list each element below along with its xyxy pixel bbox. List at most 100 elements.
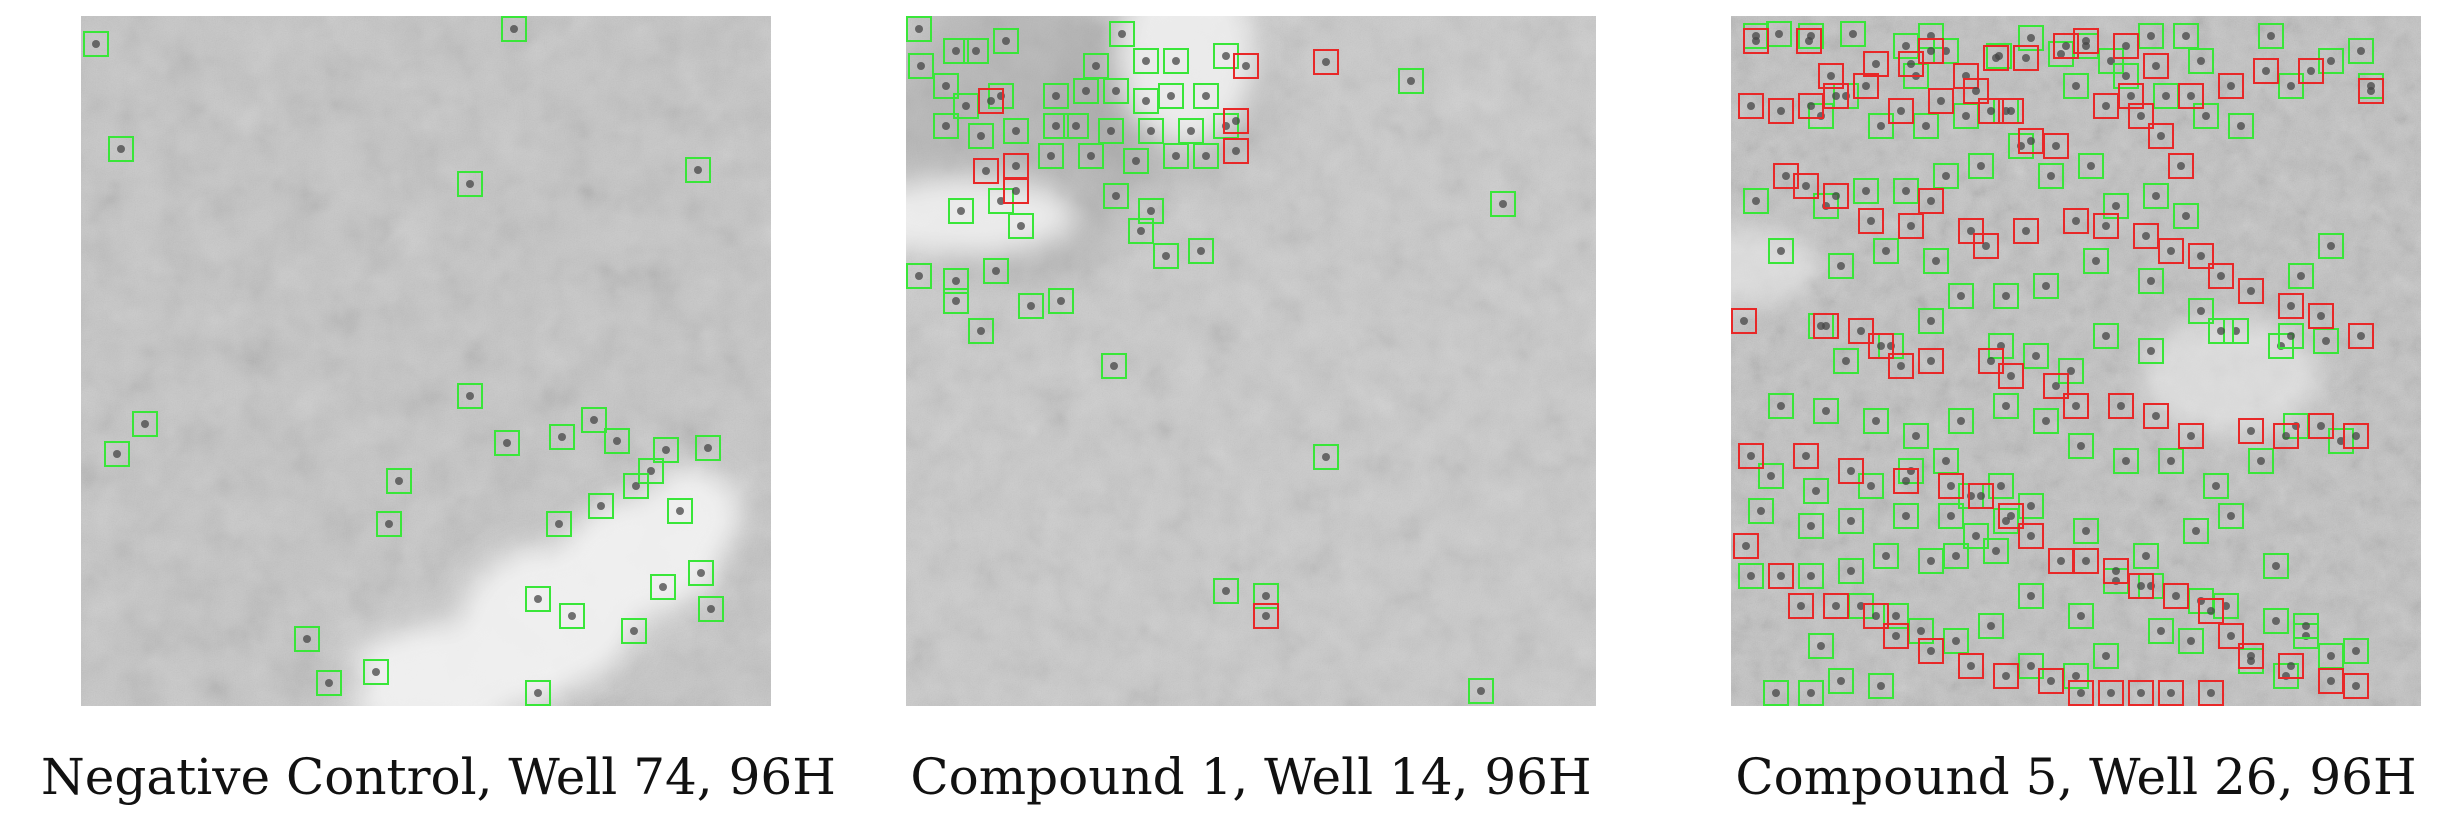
detection-box-green xyxy=(1178,118,1204,144)
detection-box-green xyxy=(2148,618,2174,644)
detection-box-green xyxy=(2343,638,2369,664)
detection-box-green xyxy=(1798,680,1824,706)
detection-box-red xyxy=(2198,680,2224,706)
detection-box-green xyxy=(1133,48,1159,74)
detection-box-red xyxy=(2273,423,2299,449)
detection-box-green xyxy=(1813,398,1839,424)
detection-box-green xyxy=(1163,143,1189,169)
detection-box-green xyxy=(993,28,1019,54)
detection-box-red xyxy=(2188,243,2214,269)
detection-box-green xyxy=(108,136,134,162)
detection-box-green xyxy=(1138,198,1164,224)
detection-box-red xyxy=(1823,593,1849,619)
detection-box-red xyxy=(2128,573,2154,599)
detection-box-green xyxy=(1838,508,1864,534)
cell-texture xyxy=(81,16,771,706)
detection-box-green xyxy=(1073,78,1099,104)
detection-box-green xyxy=(1993,283,2019,309)
detection-box-red xyxy=(2308,303,2334,329)
detection-box-green xyxy=(667,498,693,524)
detection-box-red xyxy=(1998,363,2024,389)
detection-box-green xyxy=(1768,238,1794,264)
detection-box-green xyxy=(1109,21,1135,47)
detection-box-green xyxy=(1158,83,1184,109)
detection-box-red xyxy=(2043,373,2069,399)
detection-box-red xyxy=(1958,653,1984,679)
detection-box-green xyxy=(1103,78,1129,104)
detection-box-green xyxy=(604,428,630,454)
detection-box-green xyxy=(906,263,932,289)
detection-box-red xyxy=(2018,128,2044,154)
detection-box-green xyxy=(1983,538,2009,564)
detection-box-green xyxy=(2328,428,2354,454)
detection-box-red xyxy=(1793,173,1819,199)
panel-caption: Negative Control, Well 74, 96H xyxy=(41,748,836,806)
detection-box-green xyxy=(2318,233,2344,259)
detection-box-green xyxy=(1253,583,1279,609)
detection-box-red xyxy=(1838,458,1864,484)
micrograph-image xyxy=(906,16,1596,706)
detection-box-red xyxy=(2278,653,2304,679)
detection-box-green xyxy=(1948,283,1974,309)
detection-box-green xyxy=(1943,628,1969,654)
detection-box-green xyxy=(650,574,676,600)
detection-box-red xyxy=(1968,483,1994,509)
detection-box-red xyxy=(1868,333,1894,359)
detection-box-green xyxy=(546,511,572,537)
detection-box-red xyxy=(2108,393,2134,419)
detection-box-red xyxy=(2308,413,2334,439)
detection-box-green xyxy=(376,511,402,537)
detection-box-green xyxy=(2178,628,2204,654)
detection-box-green xyxy=(2208,318,2234,344)
detection-box-green xyxy=(1490,191,1516,217)
detection-box-green xyxy=(1101,353,1127,379)
detection-box-green xyxy=(1063,113,1089,139)
detection-box-red xyxy=(1313,49,1339,75)
detection-box-red xyxy=(2168,153,2194,179)
detection-box-green xyxy=(983,258,1009,284)
detection-box-green xyxy=(2078,153,2104,179)
detection-box-green xyxy=(1873,238,1899,264)
detection-box-red xyxy=(2068,680,2094,706)
detection-box-red xyxy=(2053,33,2079,59)
detection-box-green xyxy=(1743,188,1769,214)
detection-box-green xyxy=(1083,53,1109,79)
detection-box-red xyxy=(2218,73,2244,99)
detection-box-green xyxy=(2033,408,2059,434)
detection-box-red xyxy=(1848,318,1874,344)
detection-box-green xyxy=(2018,653,2044,679)
detection-box-red xyxy=(1798,93,1824,119)
detection-box-green xyxy=(943,288,969,314)
detection-box-green xyxy=(549,424,575,450)
detection-box-green xyxy=(963,38,989,64)
detection-box-red xyxy=(2238,643,2264,669)
detection-box-red xyxy=(1863,603,1889,629)
detection-box-red xyxy=(2018,523,2044,549)
detection-box-green xyxy=(2113,63,2139,89)
detection-box-red xyxy=(2128,103,2154,129)
detection-box-green xyxy=(1748,498,1774,524)
detection-box-green xyxy=(294,626,320,652)
detection-box-green xyxy=(1098,118,1124,144)
detection-box-red xyxy=(2073,28,2099,54)
detection-box-red xyxy=(1993,663,2019,689)
detection-box-red xyxy=(978,88,1004,114)
detection-box-green xyxy=(1828,253,1854,279)
detection-box-green xyxy=(1918,308,1944,334)
detection-box-red xyxy=(2218,623,2244,649)
detection-box-red xyxy=(2098,680,2124,706)
detection-box-red xyxy=(1768,98,1794,124)
detection-box-green xyxy=(695,435,721,461)
detection-box-green xyxy=(2138,268,2164,294)
detection-box-green xyxy=(2263,553,2289,579)
detection-box-green xyxy=(2218,503,2244,529)
detection-box-green xyxy=(2278,323,2304,349)
detection-box-green xyxy=(1913,113,1939,139)
detection-box-red xyxy=(1998,503,2024,529)
detection-box-red xyxy=(2148,123,2174,149)
detection-box-green xyxy=(2193,103,2219,129)
detection-box-red xyxy=(1918,188,1944,214)
detection-box-green xyxy=(1008,213,1034,239)
detection-box-red xyxy=(1938,473,1964,499)
detection-box-red xyxy=(1003,153,1029,179)
